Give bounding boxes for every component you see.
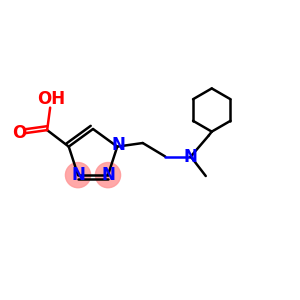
Text: N: N <box>112 136 126 154</box>
Text: N: N <box>184 148 198 166</box>
Circle shape <box>95 163 121 188</box>
Text: OH: OH <box>37 90 65 108</box>
Circle shape <box>65 163 91 188</box>
Text: N: N <box>101 166 115 184</box>
Text: O: O <box>12 124 26 142</box>
Text: N: N <box>71 166 85 184</box>
